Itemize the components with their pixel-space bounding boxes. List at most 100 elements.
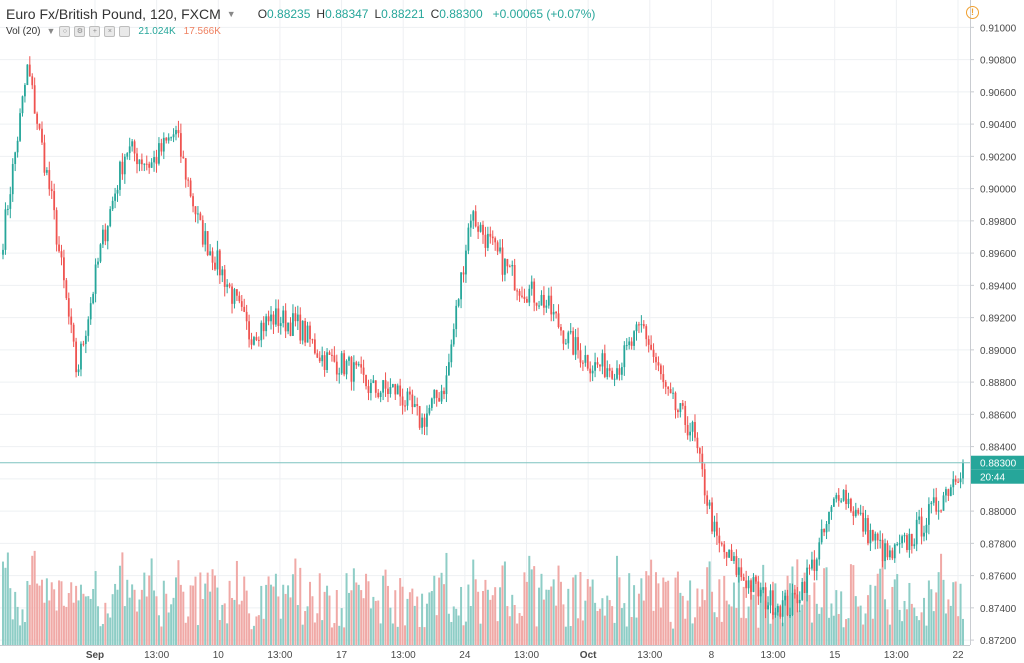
candle-body bbox=[752, 577, 755, 592]
candle-body bbox=[611, 370, 614, 379]
candle-body bbox=[367, 386, 370, 393]
chevron-down-icon[interactable]: ▼ bbox=[226, 9, 236, 19]
candle-body bbox=[857, 509, 860, 514]
volume-bar bbox=[211, 569, 214, 645]
volume-bar bbox=[138, 599, 141, 645]
open-value: 0.88235 bbox=[267, 7, 311, 21]
volume-bar bbox=[423, 627, 426, 645]
candle-body bbox=[279, 323, 282, 326]
candle-body bbox=[123, 156, 126, 175]
candle-body bbox=[89, 303, 92, 320]
candle-body bbox=[837, 495, 840, 501]
candle-body bbox=[58, 244, 60, 252]
plus-icon[interactable]: + bbox=[89, 25, 101, 37]
symbol-title[interactable]: Euro Fx/British Pound, 120, FXCM bbox=[6, 6, 221, 22]
volume-bar bbox=[942, 579, 945, 645]
volume-bar bbox=[53, 589, 56, 645]
volume-bar bbox=[657, 583, 660, 645]
candle-body bbox=[642, 324, 645, 327]
volume-bar bbox=[394, 590, 397, 645]
volume-bar bbox=[686, 600, 689, 645]
candle-body bbox=[852, 511, 855, 517]
volume-bar bbox=[482, 591, 484, 645]
candle-body bbox=[2, 249, 4, 255]
volume-label[interactable]: Vol (20) bbox=[6, 25, 41, 37]
candle-body bbox=[87, 319, 90, 336]
volume-bar bbox=[367, 581, 370, 645]
candle-body bbox=[350, 357, 353, 382]
volume-bar bbox=[477, 591, 480, 645]
candle-body bbox=[160, 143, 163, 152]
volume-bar bbox=[503, 561, 506, 645]
volume-bar bbox=[516, 623, 519, 645]
volume-bar bbox=[703, 600, 706, 645]
volume-bar bbox=[355, 582, 358, 645]
time-tick-label: 13:00 bbox=[514, 650, 539, 661]
volume-bar bbox=[160, 626, 163, 645]
volume-bar bbox=[840, 591, 843, 645]
volume-bar bbox=[165, 593, 168, 645]
candle-body bbox=[28, 64, 31, 77]
candle-body bbox=[284, 310, 287, 332]
volume-bar bbox=[365, 573, 368, 645]
candle-body bbox=[401, 396, 404, 406]
candle-body bbox=[296, 314, 299, 322]
time-tick-label: 24 bbox=[459, 650, 471, 661]
candle-body bbox=[194, 206, 197, 215]
settings-icon[interactable]: ⚙ bbox=[74, 25, 86, 37]
candle-body bbox=[294, 313, 297, 322]
price-tick-label: 0.88800 bbox=[980, 378, 1017, 389]
candle-body bbox=[243, 306, 246, 312]
candle-body bbox=[245, 311, 248, 322]
volume-bar bbox=[633, 585, 636, 645]
volume-bar bbox=[167, 612, 170, 645]
volume-bar bbox=[43, 602, 46, 645]
candle-body bbox=[416, 404, 419, 407]
candle-body bbox=[533, 281, 536, 303]
volume-bar bbox=[399, 578, 402, 645]
candle-body bbox=[460, 272, 462, 300]
volume-bar bbox=[689, 580, 692, 645]
close-icon[interactable]: × bbox=[104, 25, 116, 37]
alert-icon[interactable]: ! bbox=[966, 6, 979, 19]
volume-bar bbox=[913, 607, 916, 645]
volume-bar bbox=[421, 593, 424, 645]
eye-icon[interactable]: ○ bbox=[59, 25, 71, 37]
candle-body bbox=[891, 550, 894, 559]
candle-body bbox=[223, 269, 226, 287]
candle-body bbox=[577, 337, 579, 351]
last-price-label: 0.88300 bbox=[980, 459, 1017, 470]
chevron-down-icon[interactable]: ▼ bbox=[46, 26, 56, 36]
volume-bar bbox=[798, 610, 801, 645]
candle-body bbox=[764, 587, 767, 610]
candle-body bbox=[270, 314, 272, 322]
candle-body bbox=[781, 600, 784, 617]
volume-bar bbox=[284, 593, 287, 645]
candle-body bbox=[474, 211, 477, 227]
candle-body bbox=[67, 298, 70, 317]
candle-body bbox=[623, 345, 626, 368]
candle-body bbox=[854, 509, 857, 517]
volume-bar bbox=[391, 623, 394, 645]
volume-bar bbox=[698, 606, 701, 645]
candle-body bbox=[820, 528, 823, 543]
candle-body bbox=[53, 191, 56, 211]
time-axis: Sep 13:00 10 13:00 17 13:00 24 13:00 Oct 13:00 8 13… bbox=[0, 645, 970, 661]
more-icon[interactable] bbox=[119, 25, 131, 37]
candle-body bbox=[567, 332, 570, 344]
candle-body bbox=[370, 382, 372, 393]
volume-bar bbox=[905, 609, 908, 645]
candle-body bbox=[564, 343, 567, 345]
volume-bar bbox=[467, 584, 470, 645]
time-tick-label: Sep bbox=[86, 650, 104, 661]
candle-body bbox=[418, 406, 421, 428]
candle-body bbox=[945, 489, 947, 496]
volume-bar bbox=[157, 615, 160, 645]
volume-bar bbox=[457, 615, 460, 645]
candle-body bbox=[352, 362, 355, 382]
candle-body bbox=[574, 337, 577, 355]
volume-bar bbox=[396, 626, 399, 645]
candle-body bbox=[338, 373, 341, 375]
volume-bar bbox=[87, 596, 90, 645]
